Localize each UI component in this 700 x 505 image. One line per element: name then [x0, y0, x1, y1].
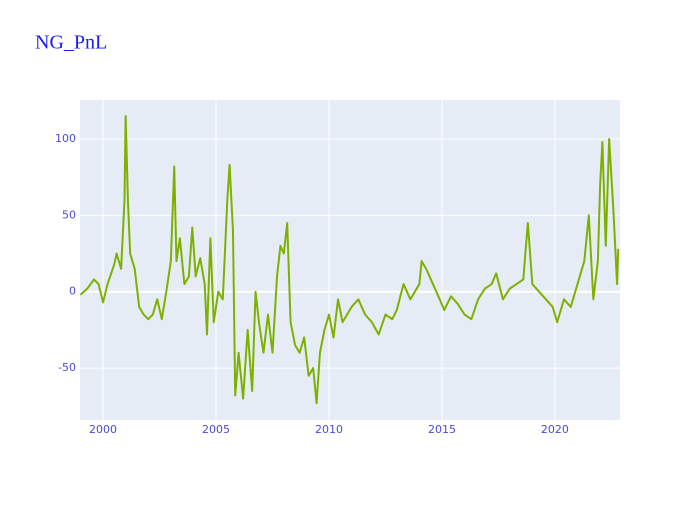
x-tick-label: 2020: [541, 423, 569, 436]
x-tick-label: 2005: [202, 423, 230, 436]
y-tick-label: 0: [69, 285, 76, 298]
line: [79, 115, 620, 405]
chart-title: NG_PnL: [35, 32, 107, 54]
plot-area: [80, 100, 620, 420]
x-tick-label: 2015: [428, 423, 456, 436]
y-tick-label: 100: [55, 132, 76, 145]
y-tick-label: 50: [62, 208, 76, 221]
y-tick-label: -50: [58, 361, 76, 374]
x-tick-label: 2000: [89, 423, 117, 436]
x-tick-label: 2010: [315, 423, 343, 436]
